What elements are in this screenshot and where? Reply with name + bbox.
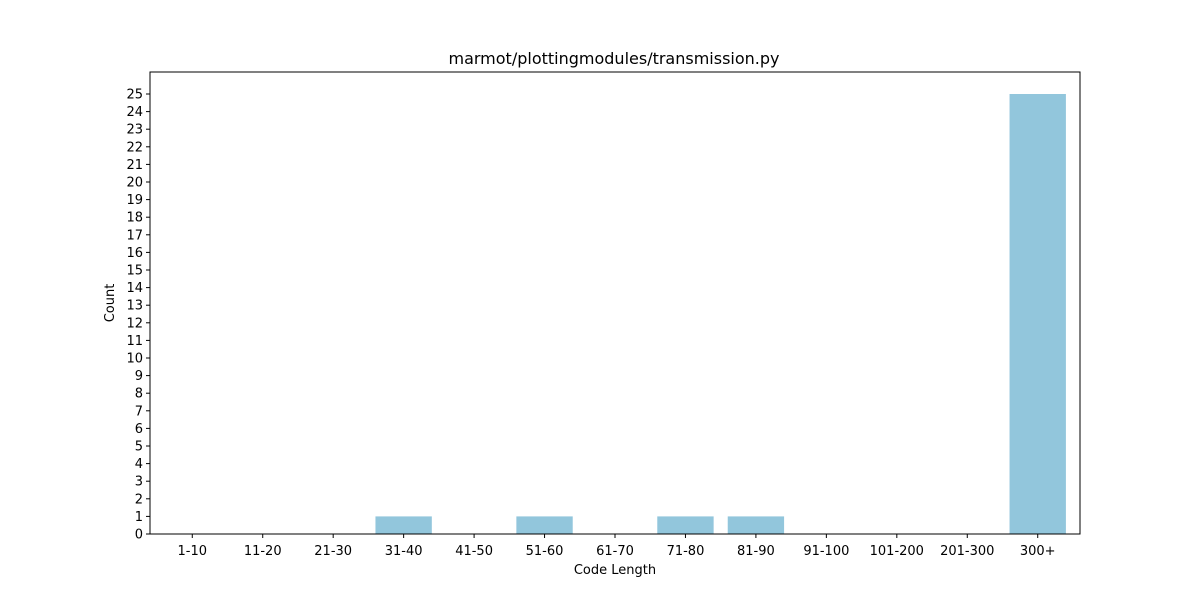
bars-layer	[375, 94, 1066, 534]
y-tick-label: 22	[126, 140, 143, 155]
x-tick-label: 201-300	[940, 544, 994, 559]
y-tick-label: 16	[126, 246, 143, 261]
y-tick-label: 8	[135, 387, 143, 402]
y-tick-label: 1	[135, 510, 143, 525]
y-tick-label: 25	[126, 88, 143, 103]
x-tick-label: 300+	[1020, 544, 1056, 559]
x-axis-label: Code Length	[574, 563, 656, 578]
x-tick-label: 51-60	[526, 544, 564, 559]
x-tick-label: 11-20	[244, 544, 282, 559]
y-tick-label: 24	[126, 105, 143, 120]
y-tick-label: 0	[135, 528, 143, 543]
y-tick-label: 5	[135, 440, 143, 455]
x-tick-label: 61-70	[596, 544, 634, 559]
x-tick-label: 31-40	[385, 544, 423, 559]
y-tick-label: 4	[135, 457, 143, 472]
x-tick-label: 1-10	[178, 544, 208, 559]
y-tick-label: 18	[126, 211, 143, 226]
y-axis-label: Count	[103, 284, 118, 323]
x-tick-label: 91-100	[803, 544, 849, 559]
plot-frame	[149, 71, 1081, 535]
x-tick-label: 101-200	[870, 544, 924, 559]
y-tick-label: 11	[126, 334, 143, 349]
x-axis-ticks: 1-10 11-20 21-30 31-40 41-50 51-60 61-70 71-80 8…	[178, 534, 1056, 559]
y-tick-label: 17	[126, 228, 143, 243]
y-tick-label: 9	[135, 369, 143, 384]
bar-51-60	[516, 516, 573, 534]
x-tick-label: 81-90	[737, 544, 775, 559]
y-tick-label: 10	[126, 352, 143, 367]
x-tick-label: 41-50	[455, 544, 493, 559]
bar-71-80	[657, 516, 714, 534]
y-axis-ticks: 0123456789101112131415161718192021222324…	[126, 88, 150, 543]
y-tick-label: 19	[126, 193, 143, 208]
y-tick-label: 7	[135, 404, 143, 419]
y-tick-label: 23	[126, 123, 143, 138]
y-tick-label: 13	[126, 299, 143, 314]
y-tick-label: 20	[126, 176, 143, 191]
y-tick-label: 6	[135, 422, 143, 437]
y-tick-label: 21	[126, 158, 143, 173]
x-tick-label: 21-30	[314, 544, 352, 559]
chart-title: marmot/plottingmodules/transmission.py	[448, 49, 779, 68]
bar-300+	[1009, 94, 1066, 534]
y-tick-label: 2	[135, 492, 143, 507]
bar-81-90	[727, 516, 785, 534]
y-tick-label: 12	[126, 316, 143, 331]
y-tick-label: 15	[126, 264, 143, 279]
y-tick-label: 3	[135, 475, 143, 490]
bar-31-40	[375, 516, 432, 534]
y-tick-label: 14	[126, 281, 143, 296]
x-tick-label: 71-80	[667, 544, 705, 559]
